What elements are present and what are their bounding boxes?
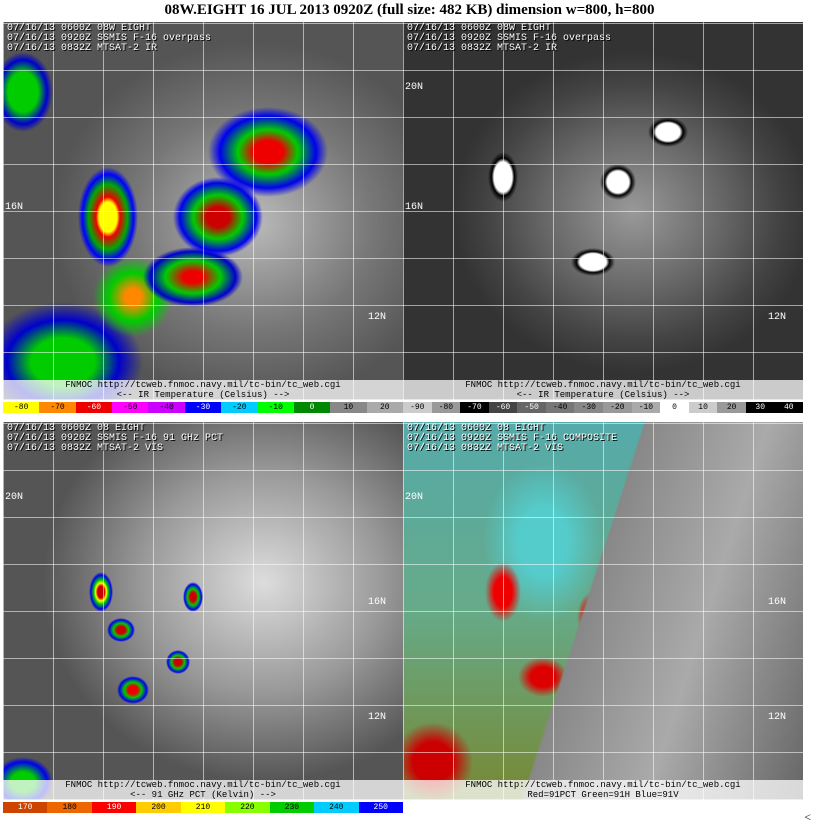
- colorbar-label: 190: [91, 802, 137, 813]
- colorbar-label: -40: [545, 402, 575, 413]
- colorbar-label: -80: [3, 402, 40, 413]
- colorbar-label: -30: [574, 402, 604, 413]
- footer-line: FNMOC http://tcweb.fnmoc.navy.mil/tc-bin…: [465, 380, 741, 390]
- lat-lon-grid: [3, 22, 403, 400]
- latitude-label: 16N: [368, 597, 387, 608]
- colorbar-label: 240: [314, 802, 359, 813]
- colorbar: 170 180 190 200 210 220 230 240 250: [3, 802, 403, 813]
- colorbar: -80 -70 -60 -50 -40 -30 -20 -10 0 10 20: [3, 402, 403, 413]
- colorbar-label: -50: [517, 402, 546, 413]
- panel-header: 07/16/13 0600Z 08W EIGHT 07/16/13 0920Z S…: [7, 24, 211, 54]
- colorbar-label: 170: [3, 802, 48, 813]
- latitude-label: 20N: [405, 492, 424, 503]
- header-line: 07/16/13 0832Z MTSAT-2 IR: [7, 43, 158, 54]
- colorbar-label: 230: [269, 802, 315, 813]
- colorbar-label: -80: [431, 402, 461, 413]
- panel-header: 07/16/13 0600Z 08 EIGHT 07/16/13 0920Z SS…: [407, 424, 617, 454]
- latitude-label: 20N: [405, 82, 424, 93]
- title: 08W.EIGHT 16 JUL 2013 0920Z (full size: …: [164, 2, 655, 18]
- latitude-label: 12N: [368, 712, 387, 723]
- panel-header: 07/16/13 0600Z 08W EIGHT 07/16/13 0920Z S…: [407, 24, 611, 54]
- colorbar-label: 180: [47, 802, 92, 813]
- panel-footer: FNMOC http://tcweb.fnmoc.navy.mil/tc-bin…: [403, 780, 803, 800]
- footer-line: <-- IR Temperature (Celsius) -->: [116, 390, 290, 400]
- latitude-label: 12N: [368, 312, 387, 323]
- latitude-label: 16N: [5, 202, 24, 213]
- footer-line: Red=91PCT Green=91H Blue=91V: [527, 790, 679, 800]
- header-line: 07/16/13 0832Z MTSAT-2 VIS: [7, 443, 164, 454]
- colorbar-label: -10: [631, 402, 661, 413]
- colorbar-label: 30: [745, 402, 775, 413]
- satellite-panel: 07/16/13 0600Z 08W EIGHT 07/16/13 0920Z S…: [403, 22, 803, 400]
- latitude-label: 16N: [405, 202, 424, 213]
- colorbar-label: 0: [293, 402, 331, 413]
- header-line: 07/16/13 0920Z SSMIS F-16 COMPOSITE: [407, 433, 618, 444]
- footer-line: <-- IR Temperature (Celsius) -->: [516, 390, 690, 400]
- latitude-label: 12N: [768, 312, 787, 323]
- colorbar-label: 10: [688, 402, 718, 413]
- header-line: 07/16/13 0832Z MTSAT-2 VIS: [407, 443, 564, 454]
- colorbar-label: -50: [112, 402, 149, 413]
- colorbar-label: 20: [717, 402, 746, 413]
- panel-header: 07/16/13 0600Z 08 EIGHT 07/16/13 0920Z SS…: [7, 424, 223, 454]
- colorbar-label: -60: [488, 402, 518, 413]
- colorbar-label: -40: [148, 402, 185, 413]
- colorbar-label: -10: [257, 402, 294, 413]
- footer-line: <-- 91 GHz PCT (Kelvin) -->: [130, 790, 276, 800]
- satellite-panel: 07/16/13 0600Z 08W EIGHT 07/16/13 0920Z S…: [3, 22, 403, 400]
- colorbar-label: -90: [403, 402, 432, 413]
- footer-line: FNMOC http://tcweb.fnmoc.navy.mil/tc-bin…: [65, 380, 341, 390]
- colorbar-label: -70: [460, 402, 489, 413]
- header-line: 07/16/13 0920Z SSMIS F-16 91 GHz PCT: [7, 433, 224, 444]
- colorbar-label: -20: [221, 402, 258, 413]
- header-line: 07/16/13 0920Z SSMIS F-16 overpass: [7, 33, 212, 44]
- header-line: 07/16/13 0832Z MTSAT-2 IR: [407, 43, 558, 54]
- scroll-mark: <: [804, 810, 811, 824]
- header-line: 07/16/13 0600Z 08W EIGHT: [7, 23, 152, 34]
- lat-lon-grid: [3, 422, 403, 800]
- header-line: 07/16/13 0600Z 08 EIGHT: [407, 423, 546, 434]
- colorbar-label: -60: [75, 402, 113, 413]
- latitude-label: 12N: [768, 712, 787, 723]
- colorbar-label: 10: [330, 402, 367, 413]
- colorbar-label: 0: [660, 402, 689, 413]
- panel-footer: FNMOC http://tcweb.fnmoc.navy.mil/tc-bin…: [3, 380, 403, 400]
- colorbar-label: -30: [184, 402, 222, 413]
- lat-lon-grid: [403, 22, 803, 400]
- colorbar-label: 200: [136, 802, 181, 813]
- colorbar: -90 -80 -70 -60 -50 -40 -30 -20 -10 0 10 20 30 40: [403, 402, 804, 413]
- colorbar-label: 210: [180, 802, 226, 813]
- colorbar-label: -70: [39, 402, 76, 413]
- header-line: 07/16/13 0920Z SSMIS F-16 overpass: [407, 33, 612, 44]
- panel-footer: FNMOC http://tcweb.fnmoc.navy.mil/tc-bin…: [403, 380, 803, 400]
- lat-lon-grid: [403, 422, 803, 800]
- colorbar-label: 220: [225, 802, 270, 813]
- header-line: 07/16/13 0600Z 08 EIGHT: [7, 423, 146, 434]
- footer-line: FNMOC http://tcweb.fnmoc.navy.mil/tc-bin…: [465, 780, 741, 790]
- panel-footer: FNMOC http://tcweb.fnmoc.navy.mil/tc-bin…: [3, 780, 403, 800]
- satellite-panel: 07/16/13 0600Z 08 EIGHT 07/16/13 0920Z SS…: [3, 422, 403, 800]
- header-line: 07/16/13 0600Z 08W EIGHT: [407, 23, 552, 34]
- latitude-label: 20N: [5, 492, 24, 503]
- satellite-panel: 07/16/13 0600Z 08 EIGHT 07/16/13 0920Z SS…: [403, 422, 803, 800]
- colorbar-label: 250: [358, 802, 403, 813]
- latitude-label: 16N: [768, 597, 787, 608]
- colorbar-label: 40: [774, 402, 804, 413]
- colorbar-label: -20: [603, 402, 632, 413]
- colorbar-label: 20: [366, 402, 403, 413]
- footer-line: FNMOC http://tcweb.fnmoc.navy.mil/tc-bin…: [65, 780, 341, 790]
